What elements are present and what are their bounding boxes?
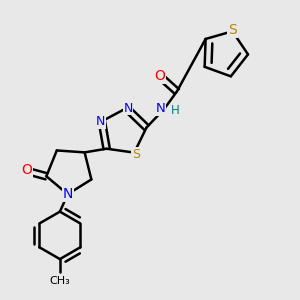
Text: N: N xyxy=(156,102,165,116)
Text: O: O xyxy=(154,69,165,83)
Text: N: N xyxy=(62,187,73,201)
Text: N: N xyxy=(95,115,105,128)
Text: S: S xyxy=(132,148,140,161)
Text: S: S xyxy=(228,23,237,37)
Text: O: O xyxy=(21,163,32,177)
Text: CH₃: CH₃ xyxy=(50,275,70,286)
Text: N: N xyxy=(123,102,133,115)
Text: H: H xyxy=(171,104,180,117)
